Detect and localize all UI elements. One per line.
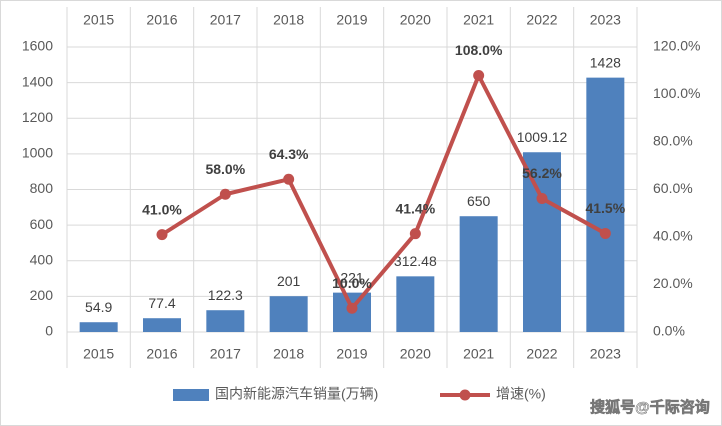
bar	[396, 276, 435, 332]
x-tick-label: 2015	[83, 12, 114, 28]
x-tick-label: 2020	[400, 346, 431, 362]
line-point	[346, 302, 358, 314]
x-tick-label: 2019	[336, 346, 367, 362]
value-label: 650	[467, 193, 491, 209]
value-label: 41.4%	[395, 200, 435, 216]
value-label: 58.0%	[205, 161, 245, 177]
line-point	[599, 227, 611, 239]
value-label: 41.0%	[142, 201, 182, 217]
bar	[269, 296, 308, 332]
y-tick-label: 800	[30, 180, 54, 196]
bar	[523, 152, 561, 332]
legend-swatch	[173, 389, 209, 401]
value-label: 221	[340, 269, 364, 285]
value-label: 10.0%	[332, 275, 372, 291]
value-label: 122.3	[208, 287, 243, 303]
value-label: 64.3%	[269, 146, 309, 162]
bar	[143, 318, 181, 332]
x-tick-label: 2023	[590, 12, 621, 28]
y-tick-label: 1600	[22, 38, 53, 54]
y-tick-label: 1200	[22, 109, 53, 125]
x-tick-label: 2017	[210, 12, 241, 28]
line-point	[409, 228, 421, 240]
y2-tick-label: 80.0%	[653, 133, 693, 149]
line-point	[283, 173, 295, 185]
y-tick-label: 200	[30, 287, 54, 303]
x-tick-label: 2017	[210, 346, 241, 362]
value-label: 108.0%	[455, 42, 503, 58]
x-tick-label: 2018	[273, 346, 304, 362]
y-tick-label: 1400	[22, 73, 53, 89]
legend-swatch	[459, 389, 471, 401]
y-tick-label: 600	[30, 216, 54, 232]
x-tick-label: 2021	[463, 346, 494, 362]
legend-label: 国内新能源汽车销量(万辆)	[215, 386, 378, 402]
y2-tick-label: 100.0%	[653, 85, 700, 101]
y-tick-label: 0	[45, 323, 53, 339]
x-tick-label: 2016	[146, 346, 177, 362]
legend-label: 增速(%)	[496, 386, 546, 402]
bar	[206, 310, 245, 332]
y2-tick-label: 0.0%	[653, 323, 685, 339]
bar	[79, 322, 118, 332]
x-tick-label: 2019	[336, 12, 367, 28]
x-tick-label: 2015	[83, 346, 114, 362]
watermark: 搜狐号@千际咨询	[590, 398, 710, 416]
x-tick-label: 2016	[146, 12, 177, 28]
x-tick-label: 2022	[526, 12, 557, 28]
bar	[586, 77, 625, 332]
value-label: 56.2%	[522, 165, 562, 181]
x-tick-label: 2018	[273, 12, 304, 28]
y2-tick-label: 40.0%	[653, 228, 693, 244]
line-point	[536, 193, 548, 205]
y-tick-label: 1000	[22, 145, 53, 161]
x-tick-label: 2021	[463, 12, 494, 28]
y2-tick-label: 60.0%	[653, 180, 693, 196]
line-point	[473, 70, 485, 81]
value-label: 312.48	[394, 253, 437, 269]
value-label: 1428	[590, 54, 621, 70]
line-point	[219, 188, 231, 200]
line	[160, 73, 607, 311]
value-label: 77.4	[148, 295, 175, 311]
value-label: 54.9	[85, 299, 112, 315]
bar	[459, 216, 498, 332]
x-tick-label: 2023	[590, 346, 621, 362]
value-label: 41.5%	[585, 200, 625, 216]
x-tick-label: 2020	[400, 12, 431, 28]
x-tick-label: 2022	[526, 346, 557, 362]
line-point	[156, 229, 168, 241]
y-tick-label: 400	[30, 251, 54, 267]
y2-tick-label: 20.0%	[653, 275, 693, 291]
y2-tick-label: 120.0%	[653, 38, 700, 54]
value-label: 1009.12	[517, 129, 568, 145]
value-label: 201	[277, 273, 301, 289]
